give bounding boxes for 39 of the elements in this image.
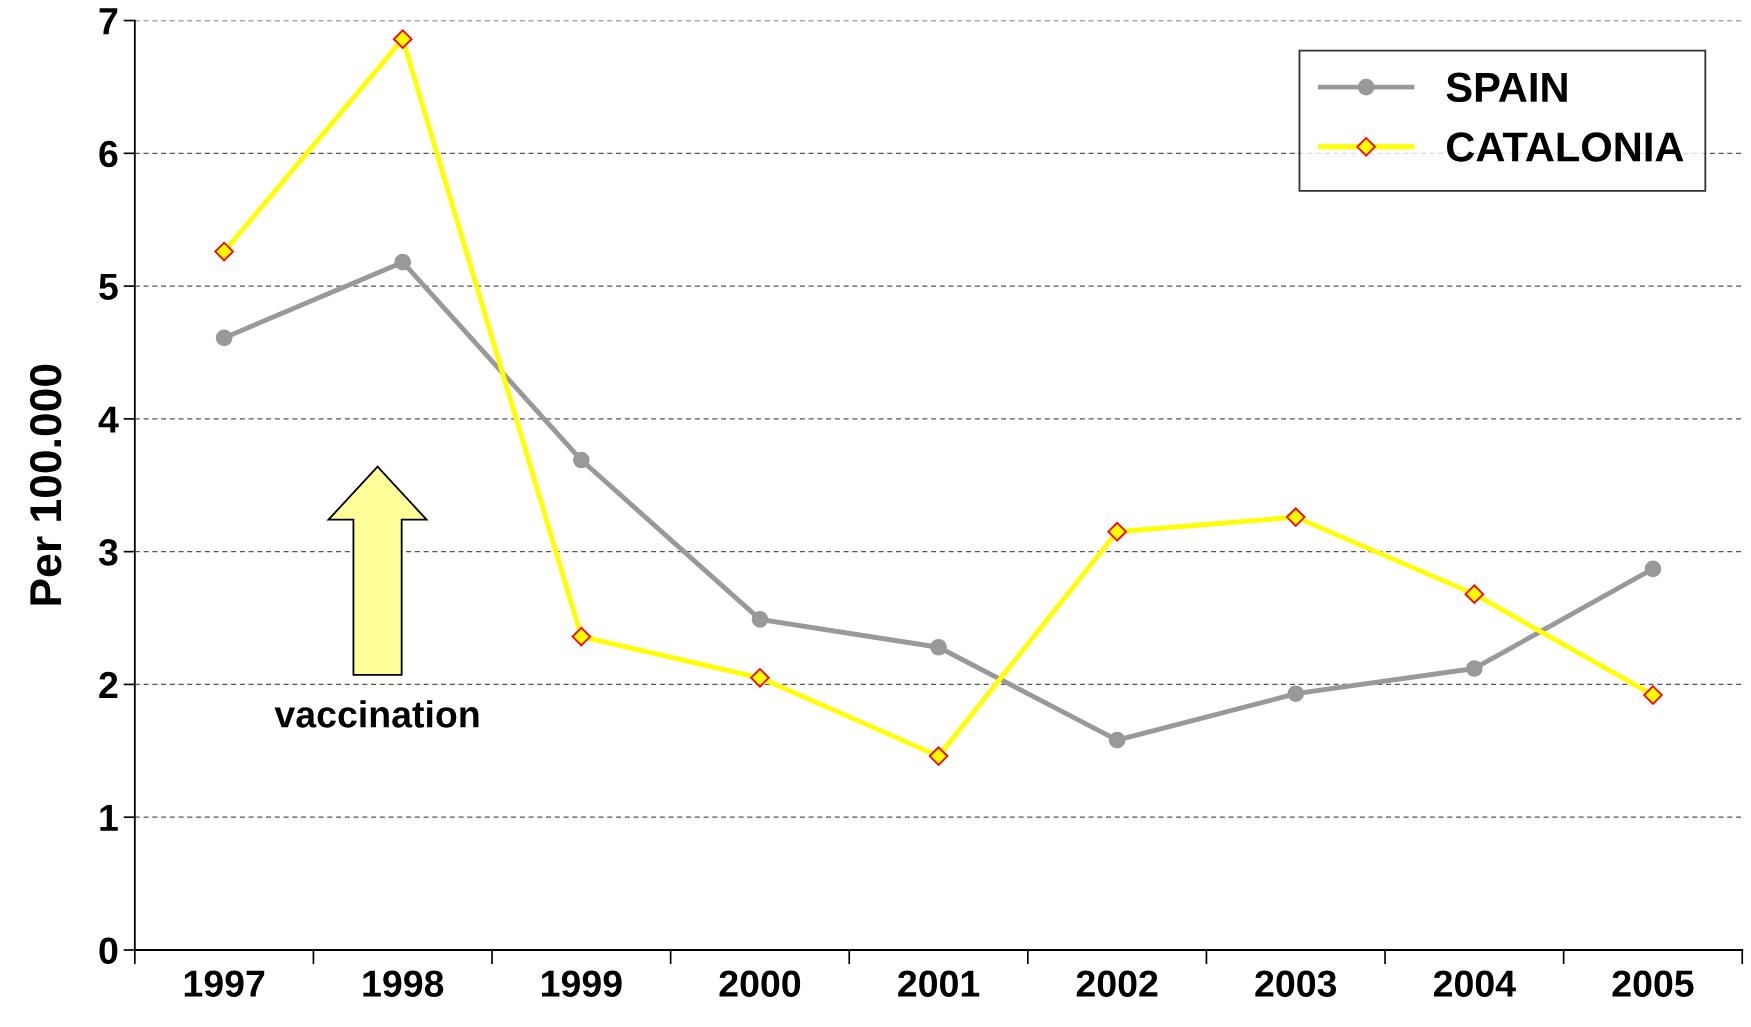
- point: [1466, 660, 1483, 677]
- x-tick-label: 2002: [1076, 970, 1158, 997]
- x-tick-label: 1997: [184, 970, 265, 997]
- x-tick-label: 1999: [541, 970, 622, 997]
- y-axis-title: Per 100.000: [29, 364, 62, 605]
- y-tick-label: 3: [98, 539, 118, 566]
- legend-label: CATALONIA: [1447, 132, 1684, 162]
- point: [930, 638, 947, 656]
- point: [571, 626, 592, 647]
- point: [1287, 685, 1305, 703]
- point: [1643, 685, 1663, 705]
- annotation: vaccination: [274, 700, 479, 728]
- x-tick-label: 2001: [898, 970, 980, 997]
- point: [750, 668, 770, 688]
- point: [1285, 507, 1306, 527]
- y-tick-label: 6: [99, 140, 118, 168]
- x-tick-label: 1998: [363, 970, 444, 997]
- point: [928, 746, 949, 766]
- point: [214, 241, 234, 262]
- point: [394, 253, 412, 271]
- point: [215, 329, 233, 347]
- point: [1108, 731, 1126, 749]
- point: [1464, 584, 1485, 604]
- y-tick-label: 7: [99, 8, 118, 35]
- x-tick-label: 2000: [719, 970, 801, 997]
- point: [1644, 560, 1662, 578]
- point: [1107, 521, 1127, 542]
- x-tick-label: 2004: [1433, 970, 1516, 997]
- y-tick-label: 2: [99, 671, 118, 699]
- point: [392, 29, 413, 49]
- y-tick-label: 5: [99, 273, 118, 301]
- point: [751, 611, 769, 628]
- legend-label: SPAIN: [1446, 72, 1567, 103]
- x-tick-label: 2005: [1612, 970, 1694, 997]
- y-tick-label: 0: [99, 937, 118, 964]
- y-tick-label: 4: [98, 406, 119, 433]
- y-tick-label: 1: [100, 804, 118, 831]
- point: [572, 451, 590, 469]
- x-tick-label: 2003: [1255, 970, 1337, 998]
